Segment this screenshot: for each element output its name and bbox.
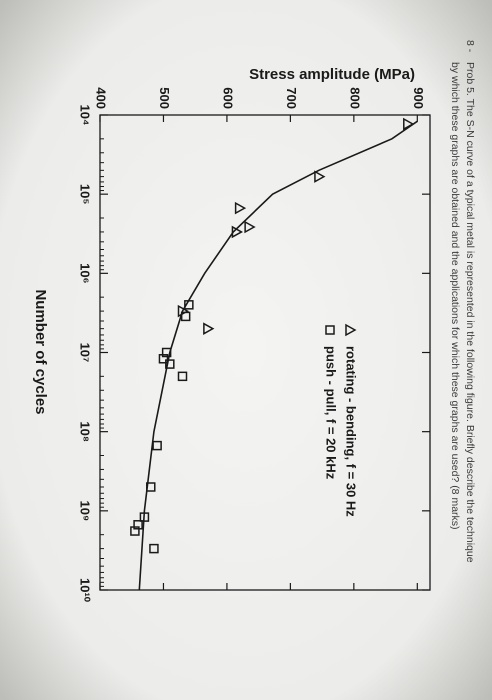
question-line: Prob 5. The S-N curve of a typical metal… [464,62,476,563]
rotated-page: 8 - Prob 5. The S-N curve of a typical m… [32,40,476,603]
x-tick-label: 10¹⁰ [78,578,93,603]
y-tick-label: 700 [284,87,299,109]
data-point [158,354,169,364]
x-tick-label: 10⁶ [78,263,93,283]
data-point [314,170,326,183]
data-point [149,543,159,554]
y-tick-label: 900 [411,87,426,109]
x-tick-label: 10⁹ [78,501,93,522]
y-tick-label: 400 [94,87,109,109]
y-axis-title: Stress amplitude (MPa) [249,66,415,83]
x-axis-title: Number of cycles [32,289,49,414]
data-point [146,482,156,492]
sn-curve [138,120,418,591]
legend-label: rotating - bending, f = 30 Hz [344,346,359,517]
x-tick-label: 10⁸ [78,421,93,442]
question-line: by which these graphs are obtained and t… [449,62,461,530]
data-point [130,526,140,536]
legend-label: push - pull, f = 20 kHz [324,346,339,480]
data-point [403,117,415,131]
legend-marker [325,325,335,335]
data-point [177,304,190,318]
question-number: 8 - [464,40,476,53]
data-point [133,520,143,530]
legend-marker [345,323,357,337]
data-point [161,347,172,358]
x-tick-label: 10⁴ [78,105,93,126]
data-point [244,220,256,234]
data-point [203,322,215,335]
data-point [231,225,243,239]
y-tick-label: 800 [347,87,362,109]
data-point [234,201,247,215]
x-tick-label: 10⁷ [78,343,93,363]
data-point [165,359,175,369]
data-point [180,311,191,322]
data-point [184,300,194,310]
data-point [152,440,162,451]
data-point [139,512,150,522]
x-tick-label: 10⁵ [78,184,93,205]
data-point [177,371,188,382]
y-tick-label: 600 [220,87,235,109]
y-tick-label: 500 [157,87,172,109]
